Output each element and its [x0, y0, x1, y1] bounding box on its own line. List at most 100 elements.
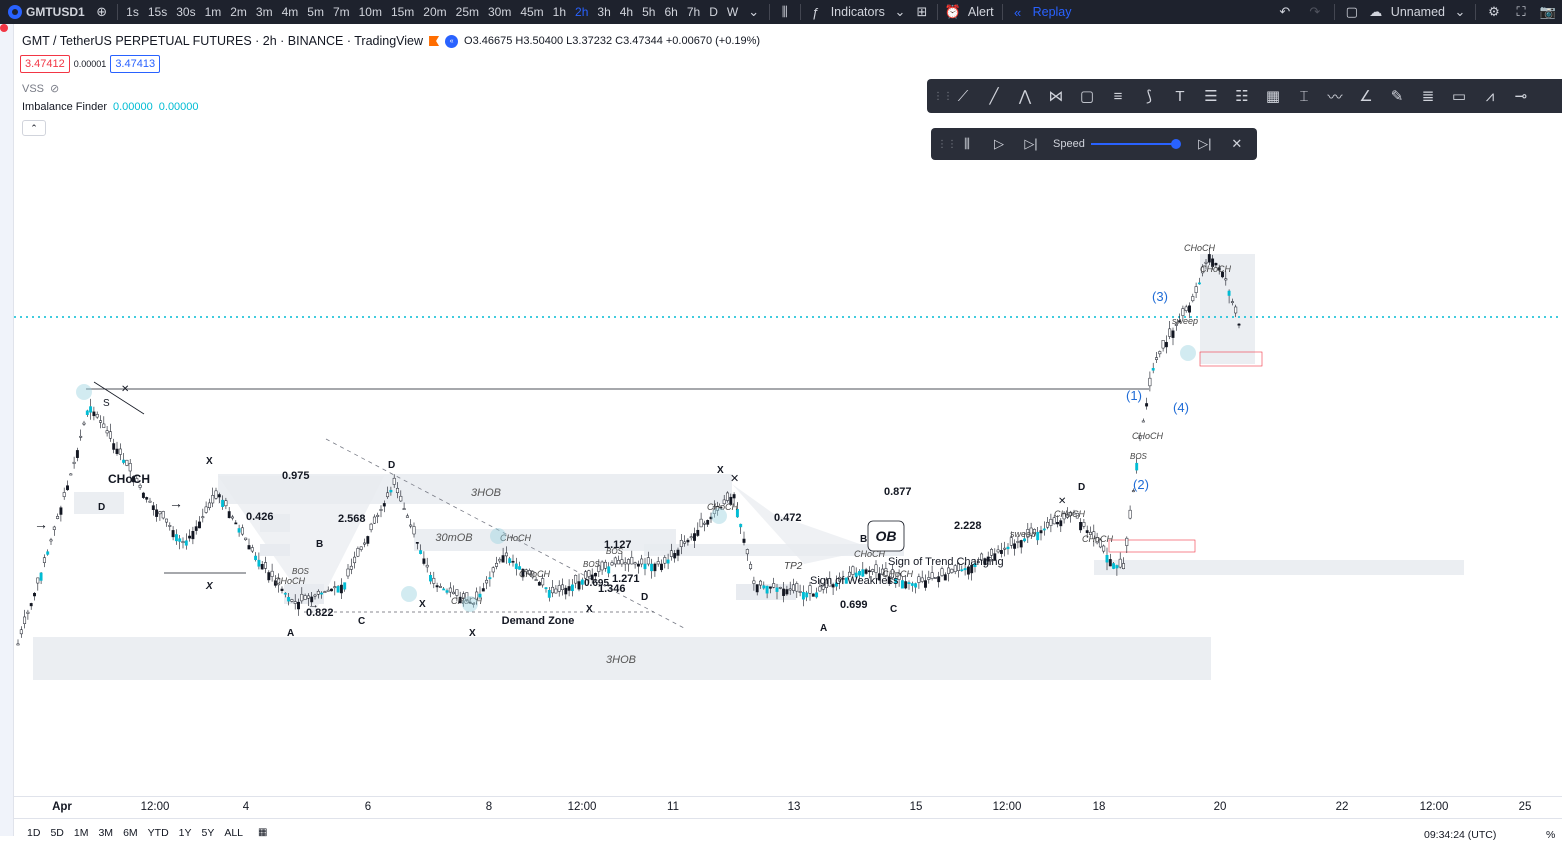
range-1m[interactable]: 1M — [73, 827, 89, 839]
candle-body — [960, 569, 964, 572]
interval-15s[interactable]: 15s — [147, 5, 168, 19]
interval-4h[interactable]: 4h — [619, 5, 634, 19]
alert-button[interactable]: Alert — [967, 5, 994, 19]
undo-icon[interactable]: ↶ — [1279, 4, 1291, 19]
replay-icon[interactable]: « — [1013, 4, 1022, 20]
interval-1s[interactable]: 1s — [126, 5, 139, 19]
chevron-down-icon[interactable]: ⌄ — [748, 4, 760, 19]
chevron-down-icon[interactable]: ⌄ — [894, 4, 906, 19]
interval-5m[interactable]: 5m — [307, 5, 324, 19]
chevron-down-icon[interactable]: ⌄ — [1454, 4, 1466, 19]
abcd-pattern-icon[interactable]: ⋈ — [1048, 88, 1064, 105]
interval-1m[interactable]: 1m — [204, 5, 222, 19]
head-shoulders-icon[interactable]: ⩘ — [1485, 87, 1495, 105]
candle-body — [910, 583, 914, 586]
interval-2h[interactable]: 2h — [575, 5, 589, 19]
close-icon[interactable]: ✕ — [1231, 136, 1243, 151]
path-icon[interactable]: ⟆ — [1146, 88, 1152, 105]
range-all[interactable]: ALL — [224, 827, 244, 839]
elliott-wave-icon[interactable]: 〰 — [1327, 88, 1343, 106]
collapse-legend-button[interactable]: ⌃ — [22, 120, 46, 136]
range-1y[interactable]: 1Y — [178, 827, 192, 839]
indicators-icon[interactable]: ƒ — [812, 4, 820, 20]
interval-4m[interactable]: 4m — [281, 5, 299, 19]
interval-7m[interactable]: 7m — [332, 5, 350, 19]
interval-D[interactable]: D — [709, 5, 718, 19]
vss-indicator[interactable]: VSS ⊘ — [22, 82, 60, 96]
chart-pane[interactable]: 0.975 0.426 2.568 0.877 0.472 2.228 1.127 1.271… — [14, 24, 1562, 796]
fullscreen-icon[interactable]: ⛶ — [1516, 4, 1526, 19]
callout-icon[interactable]: ▭ — [1451, 88, 1467, 105]
range-1d[interactable]: 1D — [27, 827, 41, 839]
sell-price-button[interactable]: 3.47412 — [20, 55, 70, 73]
interval-7h[interactable]: 7h — [686, 5, 701, 19]
indicators-button[interactable]: Indicators — [830, 5, 885, 19]
time-axis[interactable]: Apr 12:00 4 6 8 12:00 11 13 15 12:00 18 20 22 12:00 25 — [14, 796, 1562, 818]
xabcd-pattern-icon[interactable]: ⋀ — [1018, 88, 1032, 105]
calendar-icon[interactable]: ▦ — [258, 827, 268, 838]
imbalance-indicator[interactable]: Imbalance Finder 0.00000 0.00000 — [22, 101, 199, 113]
speed-slider[interactable] — [1090, 139, 1181, 149]
range-5y[interactable]: 5Y — [201, 827, 215, 839]
price-chart[interactable]: 0.975 0.426 2.568 0.877 0.472 2.228 1.127 1.271… — [14, 24, 1562, 796]
drag-handle-icon[interactable]: ⋮⋮ — [937, 138, 957, 150]
interval-2m[interactable]: 2m — [230, 5, 247, 19]
parallel-channel-icon[interactable]: ≡ — [1113, 87, 1123, 105]
interval-30s[interactable]: 30s — [176, 5, 196, 19]
interval-6h[interactable]: 6h — [664, 5, 678, 19]
fib-retracement-icon[interactable]: ☷ — [1235, 88, 1249, 105]
buy-price-button[interactable]: 3.47413 — [110, 55, 161, 73]
camera-icon[interactable]: 📷 — [1539, 4, 1557, 19]
cloud-icon[interactable]: ☁ — [1369, 4, 1383, 19]
range-ytd[interactable]: YTD — [147, 827, 169, 839]
layout-icon[interactable]: ▢ — [1345, 4, 1358, 19]
rectangle-icon[interactable]: ▢ — [1079, 88, 1095, 105]
replay-button[interactable]: Replay — [1032, 5, 1072, 19]
symbol-title[interactable]: GMT / TetherUS PERPETUAL FUTURES · 2h · … — [22, 34, 424, 48]
utc-clock[interactable]: 09:34:24 (UTC) — [1424, 829, 1497, 841]
candles-icon[interactable]: ⫼ — [781, 4, 788, 19]
flag-icon[interactable] — [429, 36, 440, 46]
templates-icon[interactable]: ⊞ — [916, 4, 928, 19]
drag-handle-icon[interactable]: ⋮⋮ — [933, 90, 953, 102]
plus-icon[interactable]: ⊕ — [96, 4, 108, 19]
trend-line-icon[interactable]: ╱ — [989, 88, 999, 105]
alert-icon[interactable]: ⏰ — [944, 4, 961, 19]
interval-25m[interactable]: 25m — [455, 5, 479, 19]
interval-45m[interactable]: 45m — [520, 5, 544, 19]
play-icon[interactable]: ▷ — [994, 136, 1004, 151]
interval-10m[interactable]: 10m — [358, 5, 382, 19]
interval-3m[interactable]: 3m — [255, 5, 273, 19]
highlighter-icon[interactable]: ✎ — [1390, 88, 1404, 105]
step-forward-icon[interactable]: ▷| — [1024, 136, 1038, 151]
symbol-search-button[interactable]: GMTUSD1 — [0, 0, 91, 24]
range-6m[interactable]: 6M — [123, 827, 138, 839]
gear-icon[interactable]: ⚙ — [1488, 4, 1500, 19]
position-icon[interactable]: ☰ — [1204, 88, 1218, 105]
interval-30m[interactable]: 30m — [487, 5, 512, 19]
interval-W[interactable]: W — [726, 5, 739, 19]
brush-icon[interactable]: ⟋ — [957, 87, 969, 105]
candle-body — [455, 589, 459, 596]
interval-5h[interactable]: 5h — [642, 5, 656, 19]
price-range-icon[interactable]: ⌶ — [1299, 87, 1309, 105]
fib-levels-icon[interactable]: ≣ — [1421, 88, 1435, 105]
interval-15m[interactable]: 15m — [390, 5, 415, 19]
layout-name-button[interactable]: Unnamed — [1390, 5, 1445, 19]
percent-toggle[interactable]: % — [1546, 829, 1556, 841]
text-icon[interactable]: T — [1175, 87, 1185, 105]
interval-3h[interactable]: 3h — [597, 5, 611, 19]
redo-icon[interactable]: ↷ — [1309, 4, 1321, 19]
jump-to-realtime-icon[interactable]: ▷| — [1198, 136, 1212, 151]
eye-off-icon[interactable]: ⊘ — [50, 83, 60, 95]
interval-20m[interactable]: 20m — [423, 5, 447, 19]
fib-fan-icon[interactable]: ∠ — [1359, 88, 1373, 105]
candle-body — [577, 581, 581, 590]
interval-1h[interactable]: 1h — [552, 5, 567, 19]
horizontal-line-icon[interactable]: ⊸ — [1514, 88, 1528, 105]
range-5d[interactable]: 5D — [50, 827, 64, 839]
speed-slider-knob[interactable] — [1170, 139, 1181, 149]
range-3m[interactable]: 3M — [98, 827, 114, 839]
grid-icon[interactable]: ▦ — [1265, 88, 1281, 105]
select-bar-icon[interactable]: ⫼ — [964, 136, 970, 151]
